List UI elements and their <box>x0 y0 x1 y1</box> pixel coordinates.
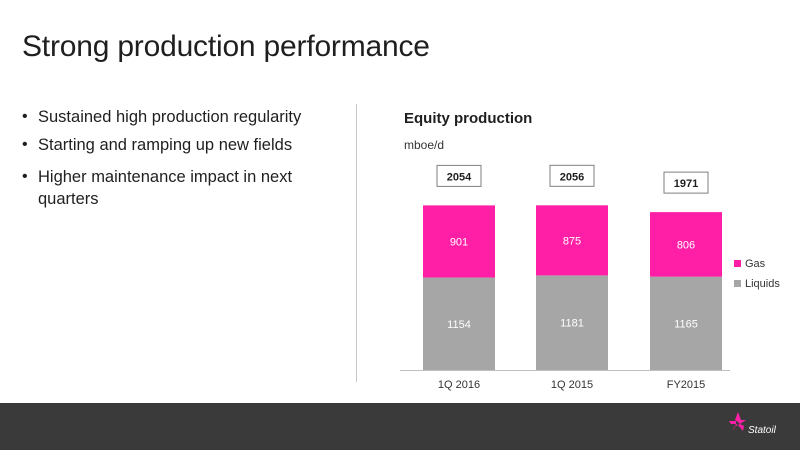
bullet-item: • Higher maintenance impact in next quart… <box>22 166 342 210</box>
bullet-dot-icon: • <box>22 108 28 125</box>
bar-liquids <box>650 276 722 370</box>
legend-swatch <box>734 280 741 287</box>
total-label: 2054 <box>447 171 472 183</box>
total-label: 2056 <box>560 171 584 183</box>
bullet-text: Higher maintenance impact in next quarte… <box>38 168 293 208</box>
equity-production-chart: 1154 901 2054 1Q 2016 1181 875 2056 1Q 2015 1165… <box>400 164 780 391</box>
statoil-star-icon <box>729 412 746 431</box>
data-label-gas: 806 <box>677 239 695 251</box>
total-box <box>663 171 709 194</box>
bar-liquids <box>423 277 495 370</box>
total-label: 1971 <box>674 178 698 190</box>
footer-bar <box>0 403 800 450</box>
data-label-gas: 875 <box>563 235 581 247</box>
total-box <box>549 164 595 187</box>
bar-liquids <box>536 275 608 370</box>
bullet-item: • Starting and ramping up new fields <box>22 134 342 156</box>
x-tick-label: 1Q 2015 <box>551 379 593 391</box>
brand-name: Statoil <box>748 425 776 436</box>
total-box <box>436 164 482 187</box>
data-label-liquids: 1165 <box>674 318 698 330</box>
bar-gas <box>423 205 495 278</box>
data-label-liquids: 1181 <box>560 318 584 330</box>
data-label-gas: 901 <box>450 236 468 248</box>
bullet-list: • Sustained high production regularity • S… <box>22 106 342 216</box>
unit-label: mboe/d <box>404 138 445 152</box>
x-tick-label: 1Q 2016 <box>438 379 480 391</box>
bullet-text: Sustained high production regularity <box>38 108 302 126</box>
bullet-dot-icon: • <box>22 168 28 185</box>
legend-label: Gas <box>745 258 766 270</box>
bullet-dot-icon: • <box>22 136 28 153</box>
bullet-item: • Sustained high production regularity <box>22 106 342 128</box>
column-divider <box>356 104 357 382</box>
bar-gas <box>536 205 608 276</box>
bar-gas <box>650 212 722 277</box>
legend-swatch <box>734 260 741 267</box>
legend-label: Liquids <box>745 278 780 290</box>
slide-title: Strong production performance <box>22 30 430 63</box>
bullet-text: Starting and ramping up new fields <box>38 136 293 154</box>
data-label-liquids: 1154 <box>447 319 471 331</box>
x-tick-label: FY2015 <box>667 379 706 391</box>
chart-title: Equity production <box>404 110 533 127</box>
